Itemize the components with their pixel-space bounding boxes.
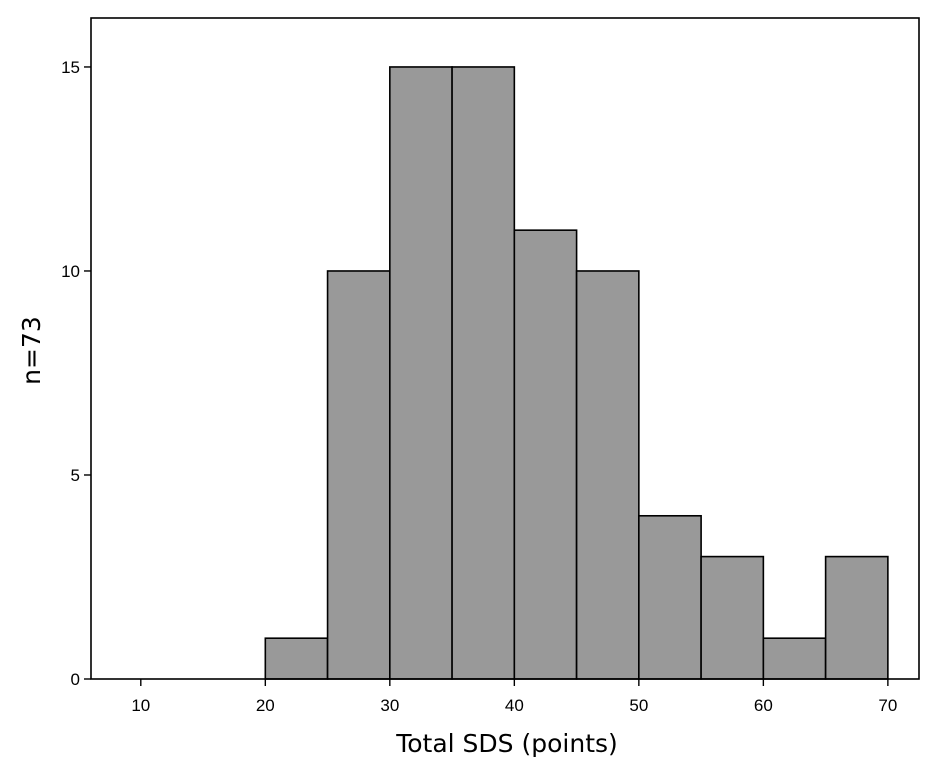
- y-tick-label: 15: [61, 58, 80, 77]
- x-tick-label: 20: [256, 696, 275, 715]
- plot-area-frame: [90, 17, 920, 680]
- histogram-bar-45-50: [575, 270, 640, 680]
- histogram-bar-25-30: [326, 270, 391, 680]
- x-axis-ticks: 10 20 30 40 50 60 70: [131, 679, 897, 715]
- histogram-bar-20-25: [264, 637, 329, 680]
- y-axis-ticks: 0 5 10 15: [61, 58, 91, 689]
- histogram-bar-40-45: [513, 229, 578, 680]
- y-tick-label: 5: [71, 466, 80, 485]
- y-tick-label: 10: [61, 262, 80, 281]
- x-tick-label: 30: [380, 696, 399, 715]
- x-tick-label: 50: [629, 696, 648, 715]
- histogram-bar-35-40: [451, 66, 516, 680]
- histogram-bar-55-60: [700, 555, 765, 680]
- histogram-bar-65-70: [824, 555, 889, 680]
- y-tick-label: 0: [71, 670, 80, 689]
- histogram-bar-30-35: [389, 66, 453, 680]
- x-axis-title: Total SDS (points): [395, 729, 618, 758]
- bars-group: [264, 66, 889, 680]
- x-tick-label: 60: [754, 696, 773, 715]
- x-tick-label: 10: [131, 696, 150, 715]
- histogram-bar-50-55: [638, 514, 702, 680]
- x-tick-label: 70: [878, 696, 897, 715]
- histogram-bar-60-65: [762, 637, 827, 680]
- y-axis-title: n=73: [17, 316, 46, 385]
- x-tick-label: 40: [505, 696, 524, 715]
